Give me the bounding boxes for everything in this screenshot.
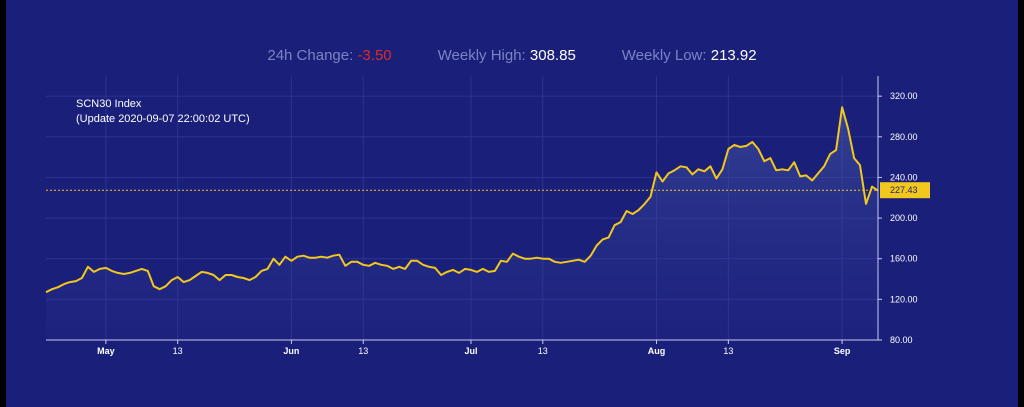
last-price-badge: 227.43 [880, 182, 930, 199]
weekly-high-label: Weekly High: [437, 47, 526, 64]
stats-bar: 24h Change: -3.50 Weekly High: 308.85 We… [6, 47, 1018, 64]
last-price-label: 227.43 [890, 185, 918, 195]
y-tick-label: 240.00 [890, 172, 918, 182]
weekly-low-stat: Weekly Low: 213.92 [622, 47, 757, 64]
y-tick-label: 160.00 [890, 254, 918, 264]
change-value: -3.50 [357, 47, 392, 64]
x-tick-label: May [97, 346, 115, 356]
y-tick-label: 120.00 [890, 294, 918, 304]
x-tick-label: Aug [648, 346, 666, 356]
y-tick-label: 320.00 [890, 91, 918, 101]
weekly-low-label: Weekly Low: [621, 47, 707, 64]
x-axis: May 13 Jun 13 Jul 13 Aug 13 Sep [46, 339, 878, 356]
change-label: 24h Change: [267, 47, 354, 64]
chart-panel: 24h Change: -3.50 Weekly High: 308.85 We… [6, 0, 1018, 407]
weekly-low-value: 213.92 [710, 47, 757, 64]
x-tick-label: 13 [723, 346, 733, 356]
y-tick-label: 280.00 [890, 132, 918, 142]
x-tick-label: 13 [173, 346, 183, 356]
y-tick-label: 80.00 [890, 335, 913, 345]
price-area [46, 107, 878, 340]
chart-subtitle: (Update 2020-09-07 22:00:02 UTC) [76, 113, 250, 125]
x-tick-label: Jul [464, 346, 477, 356]
x-tick-label: 13 [358, 346, 368, 356]
x-tick-label: 13 [538, 346, 548, 356]
price-chart[interactable]: May 13 Jun 13 Jul 13 Aug 13 Sep 80.00 120.00 160.0… [6, 0, 1018, 407]
x-tick-label: Jun [283, 346, 299, 356]
change-stat: 24h Change: -3.50 [267, 47, 391, 64]
last-price-badge-bg [880, 182, 930, 199]
price-line [45, 106, 879, 294]
y-tick-label: 200.00 [890, 213, 918, 223]
weekly-high-stat: Weekly High: 308.85 [438, 47, 576, 64]
x-tick-label: Sep [834, 346, 851, 356]
weekly-high-value: 308.85 [529, 47, 576, 64]
y-axis: 80.00 120.00 160.00 200.00 240.00 280.00 320.0… [877, 76, 918, 345]
chart-title: SCN30 Index [76, 98, 142, 110]
